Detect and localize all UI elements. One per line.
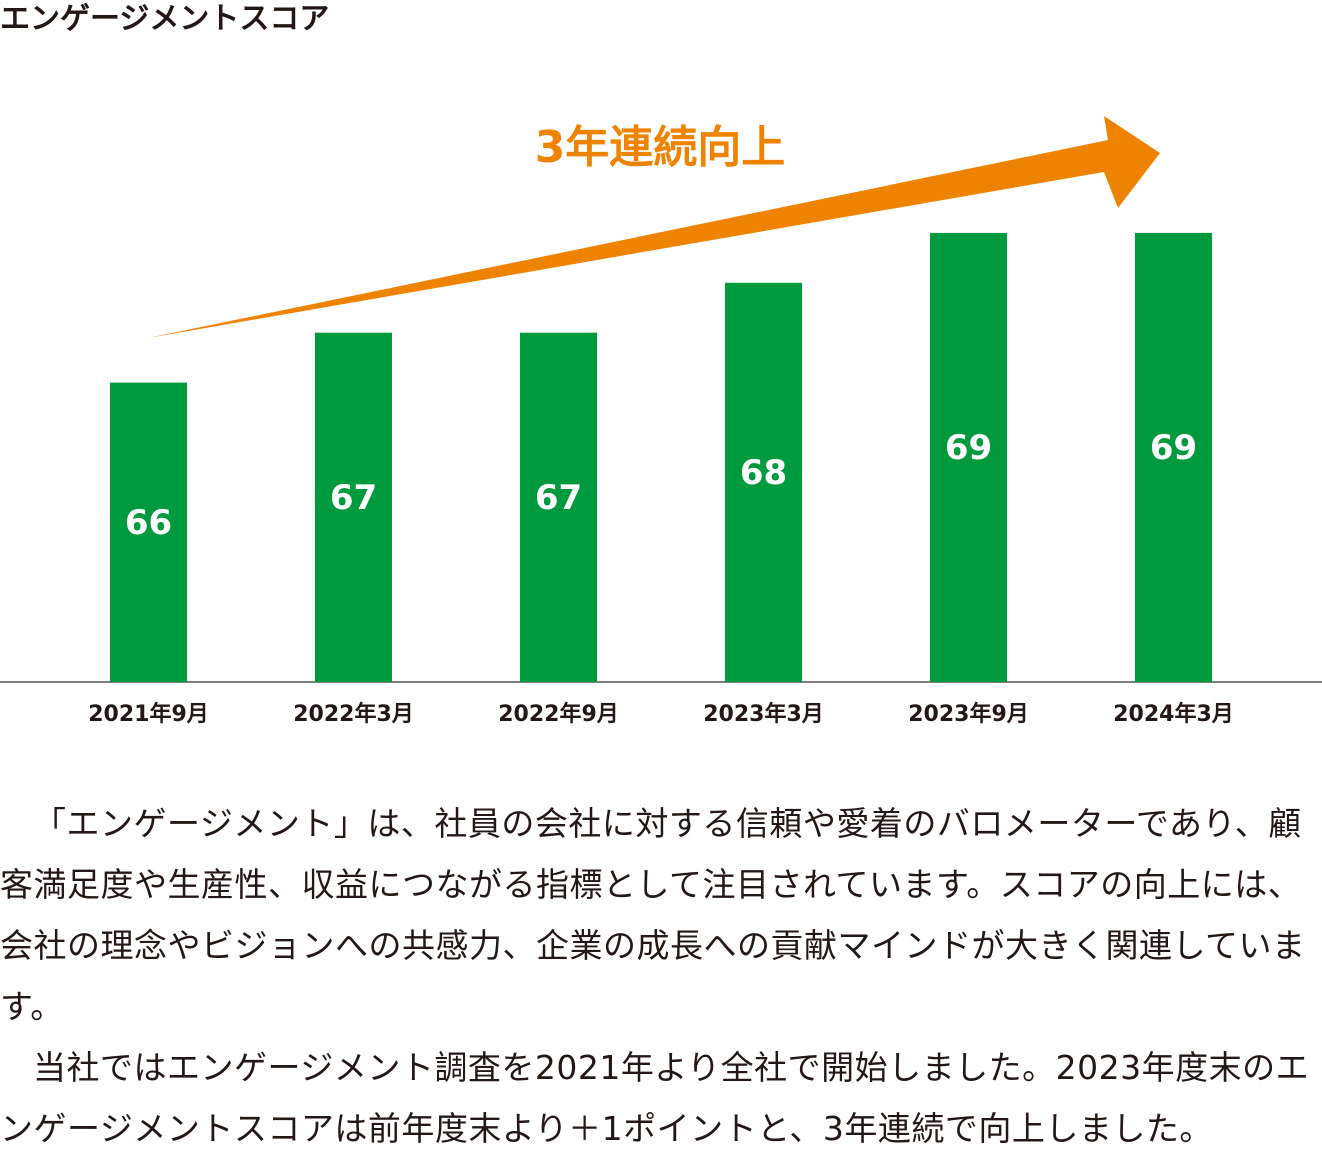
value-label: 69 [945, 428, 992, 468]
value-label: 67 [330, 478, 377, 518]
paragraph: 当社ではエンゲージメント調査を2021年より全社で開始しました。2023年度末の… [0, 1048, 1310, 1148]
bar [520, 332, 597, 682]
x-tick-label: 2023年9月 [908, 701, 1029, 727]
bar [315, 332, 392, 682]
value-label: 67 [535, 478, 582, 518]
x-tick-label: 2023年3月 [703, 701, 824, 727]
paragraph: 「エンゲージメント」は、社員の会社に対する信頼や愛着のバロメーターであり、顧客満… [0, 804, 1306, 1026]
value-label: 66 [125, 503, 172, 543]
chart-title: エンゲージメントスコア [0, 2, 329, 37]
chart: エンゲージメントスコア 3年連続向上 2021年9月 66 2022年3月 67 202… [0, 2, 1322, 727]
x-tick-label: 2021年9月 [88, 701, 209, 727]
value-label: 68 [740, 453, 787, 493]
bar [930, 232, 1007, 682]
x-tick-label: 2024年3月 [1113, 701, 1234, 727]
annotation: 3年連続向上 [535, 122, 786, 173]
bar [1135, 232, 1212, 682]
value-label: 69 [1150, 428, 1197, 468]
x-tick-label: 2022年9月 [498, 701, 619, 727]
x-tick-label: 2022年3月 [293, 701, 414, 727]
bar [725, 282, 802, 682]
body-text: 「エンゲージメント」は、社員の会社に対する信頼や愛着のバロメーターであり、顧客満… [0, 793, 1322, 1159]
bar [110, 382, 187, 682]
